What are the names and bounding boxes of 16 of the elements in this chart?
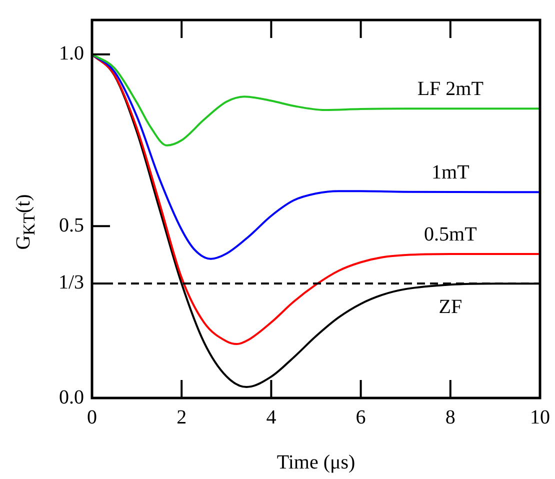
y-tick-label: 1/3 bbox=[58, 272, 84, 294]
series-label: ZF bbox=[438, 296, 462, 318]
series-label: 1mT bbox=[432, 161, 470, 184]
x-tick-label: 2 bbox=[176, 406, 187, 428]
x-tick-label: 8 bbox=[445, 406, 456, 428]
x-tick-label: 10 bbox=[530, 406, 550, 428]
x-tick-label: 4 bbox=[266, 406, 276, 428]
y-tick-label: 0.5 bbox=[59, 214, 84, 236]
x-tick-label: 6 bbox=[356, 406, 366, 428]
line-series bbox=[92, 53, 540, 146]
x-axis-title: Time (μs) bbox=[276, 451, 356, 474]
x-tick-label: 0 bbox=[87, 406, 97, 428]
series-label: LF 2mT bbox=[417, 78, 484, 100]
y-tick-label: 0.0 bbox=[59, 386, 84, 408]
series-label: 0.5mT bbox=[424, 223, 477, 246]
y-tick-label: 1.0 bbox=[59, 42, 84, 65]
